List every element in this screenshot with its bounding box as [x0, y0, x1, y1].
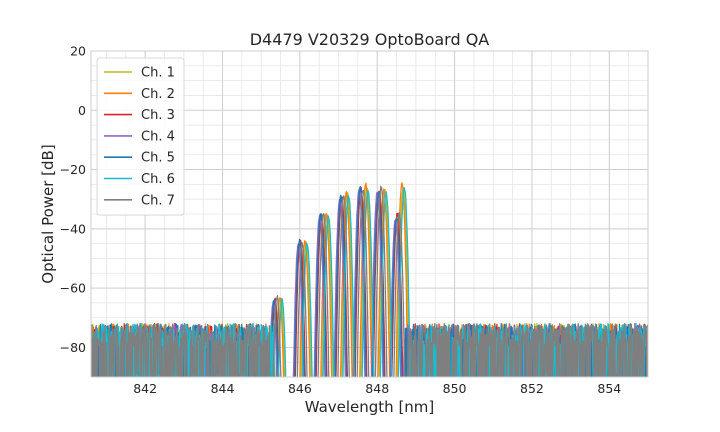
x-tick-label: 850	[443, 381, 467, 396]
y-tick-label: 20	[70, 44, 86, 59]
legend-label: Ch. 1	[141, 66, 175, 81]
legend: Ch. 1 Ch. 2 Ch. 3 Ch. 4 Ch. 5 Ch. 6 Ch. 7	[96, 57, 185, 216]
y-axis-label: Optical Power [dB]	[39, 144, 57, 283]
legend-label: Ch. 4	[141, 129, 175, 144]
y-tick-label: 0	[78, 103, 86, 118]
plot-frame	[90, 50, 649, 378]
chart-title: D4479 V20329 OptoBoard QA	[250, 30, 490, 49]
y-tick-label: −20	[60, 162, 86, 177]
x-tick-label: 846	[288, 381, 312, 396]
legend-label: Ch. 7	[141, 193, 175, 208]
x-tick-label: 848	[365, 381, 389, 396]
series-line	[91, 185, 648, 377]
legend-label: Ch. 6	[141, 172, 175, 187]
x-axis-label: Wavelength [nm]	[305, 398, 435, 416]
series-line	[91, 188, 648, 377]
x-tick-label: 854	[597, 381, 621, 396]
x-axis-ticks: 842 844 846 848 850 852 854	[133, 381, 621, 396]
y-axis-ticks: 20 0 −20 −40 −60 −80	[60, 44, 86, 355]
y-tick-label: −40	[60, 221, 86, 236]
x-tick-label: 842	[133, 381, 157, 396]
y-tick-label: −80	[60, 340, 86, 355]
series-layer	[91, 182, 648, 377]
legend-box	[96, 57, 185, 216]
x-tick-label: 844	[211, 381, 235, 396]
legend-label: Ch. 2	[141, 87, 175, 102]
x-tick-label: 852	[520, 381, 544, 396]
y-tick-label: −60	[60, 281, 86, 296]
legend-label: Ch. 5	[141, 151, 175, 166]
legend-label: Ch. 3	[141, 108, 175, 123]
series-line	[91, 186, 648, 377]
